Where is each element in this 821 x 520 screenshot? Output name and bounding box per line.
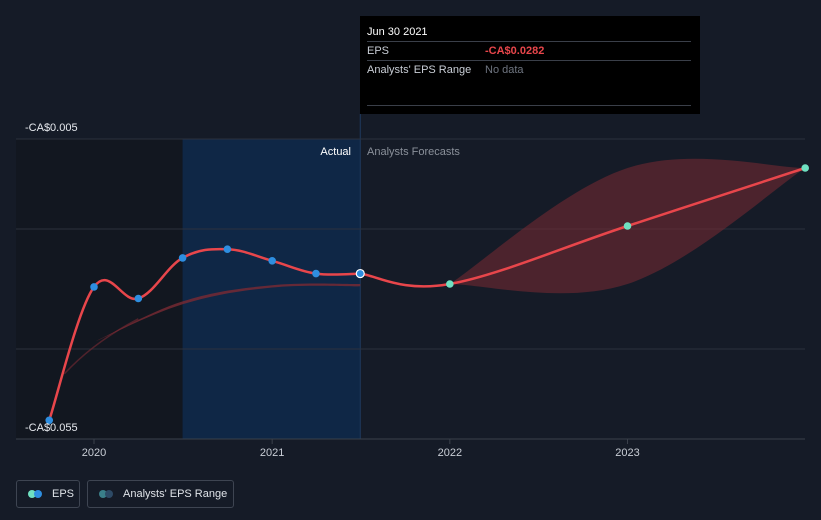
eps-point-actual [134,294,143,303]
legend-range-swatch [99,490,115,498]
forecast-region-label: Analysts Forecasts [367,146,460,158]
x-tick-label: 2023 [615,447,639,459]
x-axis-ticks: 2020 2021 2022 2023 [82,439,640,459]
actual-band [182,139,361,439]
tooltip-divider [367,105,691,106]
tooltip-eps-value: -CA$0.0282 [485,45,545,57]
legend-eps-swatch [28,490,44,498]
tooltip-range-row: Analysts' EPS Range No data [367,60,691,79]
eps-point-actual [223,245,232,253]
axis-labels: -CA$0.005 -CA$0.055 Actual Analysts Fore… [25,122,460,434]
tooltip-eps-row: EPS -CA$0.0282 [367,41,691,60]
y-axis-bottom-label: -CA$0.055 [25,422,78,434]
eps-point-actual [90,283,98,291]
eps-point-actual [312,269,320,278]
legend-eps-dot-actual [34,490,42,498]
past-band [16,139,183,439]
background-bands [16,114,361,439]
x-tick-label: 2020 [82,447,106,459]
eps-point-actual [268,257,276,265]
actual-region-label: Actual [320,146,351,158]
eps-point-actual [45,416,54,425]
tooltip-range-value: No data [485,64,524,76]
eps-line-forecast [359,166,807,288]
tooltip-date: Jun 30 2021 [367,26,428,38]
history-range-tail [63,318,139,375]
legend-eps-toggle[interactable]: EPS [16,480,80,508]
legend-range-dot-2 [105,490,113,498]
legend-range-toggle[interactable]: Analysts' EPS Range [87,480,234,508]
tooltip-range-label: Analysts' EPS Range [367,64,472,76]
legend-eps-dot-forecast [28,490,36,498]
legend-eps-label: EPS [52,488,75,500]
eps-point-actual [178,254,187,262]
x-tick-label: 2021 [260,447,284,459]
eps-points [45,164,809,425]
x-tick-label: 2022 [438,447,462,459]
eps-point-forecast [446,280,454,288]
hover-tooltip: Jun 30 2021 EPS -CA$0.0282 Analysts' EPS… [360,16,700,114]
eps-point-forecast [801,164,809,172]
legend-range-dot-1 [99,490,107,498]
legend-range-label: Analysts' EPS Range [123,488,228,500]
y-axis-top-label: -CA$0.005 [25,122,78,134]
eps-point-forecast [623,222,632,230]
tooltip-eps-label: EPS [367,45,390,57]
eps-point-selected [355,268,365,279]
